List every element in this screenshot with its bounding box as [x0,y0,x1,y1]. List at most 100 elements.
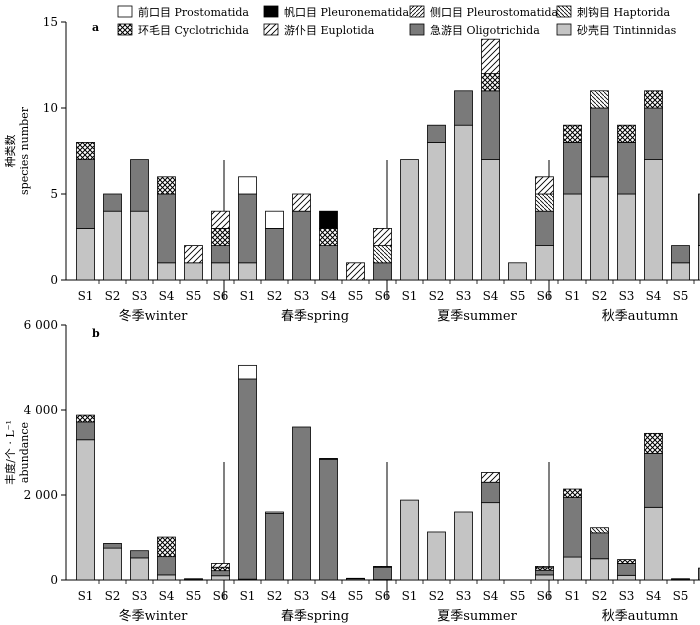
bar-segment-tintinnids [427,141,446,281]
bar-segment-tintinnids [563,193,582,281]
legend-label-prostomatida: 前口目 Prostomatida [138,5,249,19]
bar-segment-haptorida [535,193,554,212]
panel-b-abundance: 0 2 000 4 000 6 000 b 丰度/个 · L⁻¹ abundance S1 S2… [3,318,700,624]
legend-label-cyclotrichida: 环毛目 Cyclotrichida [138,24,249,37]
bar-segment-cyclotrichida [617,124,636,143]
bar-segment-tintinnids [454,511,473,581]
season-label: 春季spring [281,609,349,624]
legend-swatch-cyclotrichida [117,23,133,36]
bar-segment-oligotrichida [292,426,311,581]
y-tick-label: 15 [43,15,58,29]
bar-segment-oligotrichida [373,262,392,281]
legend-swatch-pleuronematida [263,5,279,18]
legend-label-haptorida: 刺钩目 Haptorida [577,5,671,19]
bar-segment-tintinnids [481,502,500,581]
x-tick-label: S1 [402,289,418,303]
season-label: 冬季winter [119,608,189,624]
bar-segment-tintinnids [130,557,149,581]
x-tick-label: S2 [267,289,283,303]
bar-segment-oligotrichida [265,227,284,281]
bar-segment-euplotida [373,566,392,568]
x-tick-label: S5 [510,589,526,603]
bar-segment-cyclotrichida [157,536,176,558]
bar-segment-oligotrichida [292,210,311,281]
legend-swatch-tintinnids [556,23,572,36]
legend-swatch-euplotida [263,23,279,36]
bar-segment-tintinnids [617,193,636,281]
legend-swatch-haptorida [556,5,572,18]
x-tick-label: S1 [565,589,581,603]
x-tick-label: S6 [375,289,391,303]
bar-segment-tintinnids [157,262,176,281]
season-label: 夏季summer [437,309,517,324]
x-tick-label: S1 [240,289,256,303]
y-tick-label: 0 [50,273,58,287]
bar-segment-oligotrichida [319,245,338,281]
bar-segment-euplotida [184,245,203,264]
x-tick-label: S2 [592,289,608,303]
bar-segment-haptorida [373,245,392,264]
bar-segment-tintinnids [617,574,636,581]
bar-segment-cyclotrichida [644,90,663,109]
x-tick-label: S5 [673,289,689,303]
bar-segment-oligotrichida [590,107,609,178]
bar-segment-tintinnids [535,574,554,581]
y-tick-label: 4 000 [24,403,58,417]
bar-segment-tintinnids [157,574,176,581]
x-tick-label: S6 [375,589,391,603]
bar-segment-oligotrichida [671,578,690,580]
legend-label-pleurostomatida: 侧口目 Pleurostomatida [430,6,559,19]
bar-segment-oligotrichida [76,421,95,441]
bar-segment-prostomatida [238,364,257,380]
x-tick-label: S6 [213,589,229,603]
x-tick-label: S3 [456,589,472,603]
bar-segment-prostomatida [265,210,284,229]
x-tick-label: S3 [132,289,148,303]
bar-segment-oligotrichida [671,245,690,264]
x-tick-label: S2 [592,589,608,603]
bar-segment-tintinnids [76,439,95,581]
bar-segment-tintinnids [427,531,446,581]
bar-segment-prostomatida [265,511,284,514]
x-tick-label: S6 [537,589,553,603]
bar-segment-oligotrichida [563,141,582,195]
bar-segment-cyclotrichida [157,176,176,195]
bar-segment-oligotrichida [427,124,446,143]
x-tick-label: S1 [402,589,418,603]
panel-a-species-number: 0 5 10 15 a 种类数 species number S1 S2 S3 S4 S5 S6 冬季wi… [3,15,700,324]
y-tick-label: 5 [50,187,58,201]
bar-segment-tintinnids [508,262,527,281]
y-tick-label: 10 [43,101,58,115]
legend-label-oligotrichida: 急游目 Oligotrichida [430,23,540,37]
bar-segment-tintinnids [76,227,95,281]
x-tick-label: S5 [348,589,364,603]
bar-segment-tintinnids [590,558,609,581]
y-axis-label: 丰度/个 · L⁻¹ [3,420,17,485]
x-tick-label: S1 [78,589,94,603]
bar-segment-tintinnids [400,499,419,581]
bar-segment-cyclotrichida [211,566,230,572]
bar-segment-euplotida [481,38,500,75]
bar-segment-tintinnids [644,159,663,281]
chart-legend: 前口目 Prostomatida 帆口目 Pleuronematida 侧口目 Pl… [117,5,677,37]
x-tick-label: S5 [510,289,526,303]
bar-segment-oligotrichida [184,578,203,580]
bar-segment-cyclotrichida [617,559,636,564]
bar-segment-tintinnids [644,506,663,581]
bar-segment-oligotrichida [481,90,500,161]
x-tick-label: S4 [646,289,662,303]
x-tick-label: S4 [483,289,499,303]
x-tick-label: S3 [294,289,310,303]
bar-segment-oligotrichida [617,563,636,576]
x-tick-label: S5 [186,289,202,303]
x-tick-label: S2 [429,289,445,303]
bar-segment-pleuronematida [319,458,338,460]
bar-segment-euplotida [481,472,500,483]
x-tick-label: S3 [619,589,635,603]
x-tick-label: S1 [240,589,256,603]
bar-segment-tintinnids [238,262,257,281]
bar-segment-tintinnids [103,210,122,281]
y-tick-label: 0 [50,573,58,587]
bar-segment-pleuronematida [319,210,338,229]
